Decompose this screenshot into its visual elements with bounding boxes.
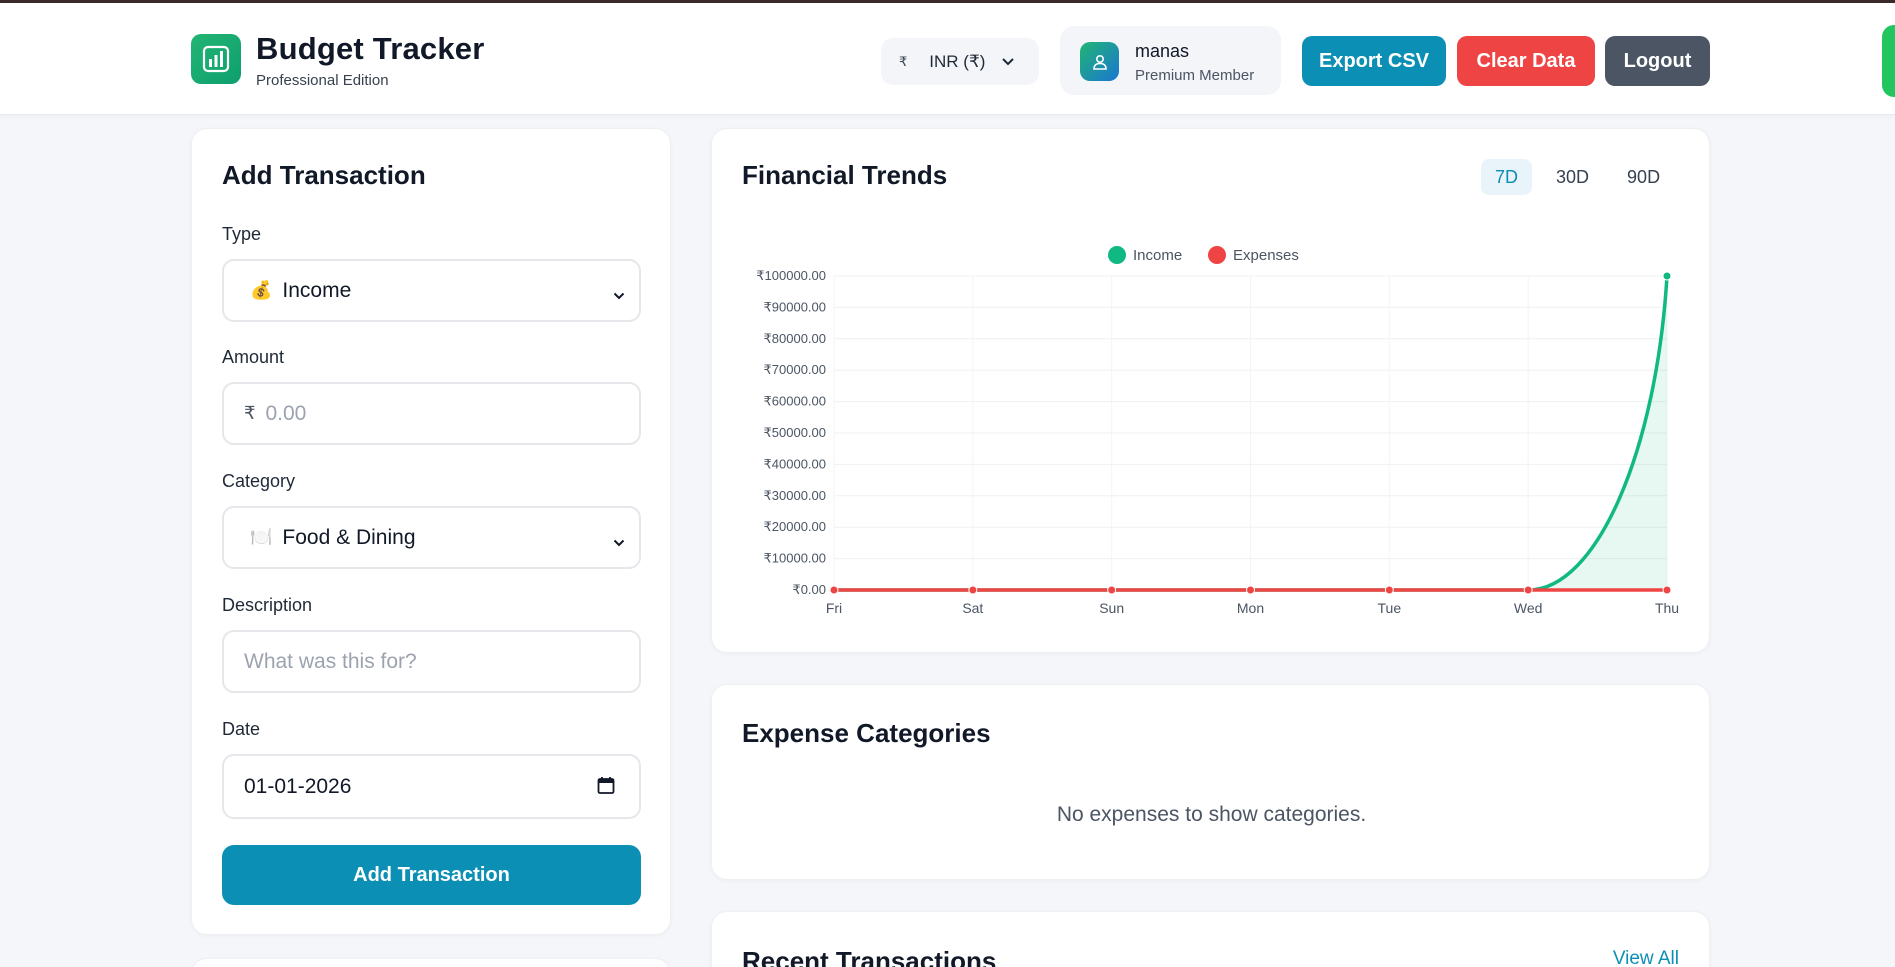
y-tick-label: ₹80000.00 — [764, 331, 827, 346]
y-tick-label: ₹70000.00 — [764, 362, 827, 377]
category-value: Food & Dining — [282, 525, 416, 549]
expenses-point — [1662, 585, 1672, 595]
legend-swatch-income — [1108, 246, 1126, 264]
export-csv-button[interactable]: Export CSV — [1302, 36, 1446, 86]
user-profile[interactable]: manas Premium Member — [1060, 26, 1281, 95]
user-role: Premium Member — [1135, 67, 1255, 84]
rupee-icon: ₹ — [244, 403, 256, 423]
dining-icon: 🍽️ — [250, 527, 273, 547]
y-tick-label: ₹0.00 — [792, 582, 826, 597]
expenses-point — [1107, 585, 1117, 595]
chevron-down-icon — [613, 283, 625, 307]
user-icon — [1080, 42, 1119, 81]
category-select[interactable]: 🍽️ Food & Dining — [222, 506, 641, 569]
y-tick-label: ₹30000.00 — [764, 488, 827, 503]
user-name: manas — [1135, 41, 1190, 61]
bar-chart-icon — [191, 34, 241, 84]
trends-title: Financial Trends — [742, 160, 948, 190]
expenses-point — [1246, 585, 1255, 595]
form-title: Add Transaction — [222, 160, 426, 190]
x-tick-label: Wed — [1514, 600, 1543, 616]
recent-transactions-card: Recent Transactions View All — [711, 911, 1710, 967]
chevron-down-icon — [613, 530, 625, 554]
view-all-link[interactable]: View All — [1612, 948, 1679, 967]
x-tick-label: Tue — [1378, 600, 1402, 616]
add-transaction-button[interactable]: Add Transaction — [222, 845, 641, 905]
y-tick-label: ₹10000.00 — [764, 551, 827, 566]
date-input[interactable]: 01-01-2026 — [222, 754, 641, 819]
y-tick-label: ₹40000.00 — [764, 456, 827, 471]
x-tick-label: Thu — [1655, 600, 1679, 616]
clear-data-button[interactable]: Clear Data — [1457, 36, 1595, 86]
y-tick-label: ₹60000.00 — [764, 394, 827, 409]
date-value: 01-01-2026 — [244, 774, 352, 798]
money-bag-icon: 💰 — [250, 280, 273, 300]
categories-title: Expense Categories — [742, 718, 991, 748]
type-label: Type — [222, 224, 262, 244]
currency-symbol: ₹ — [899, 53, 908, 69]
legend-label-expenses: Expenses — [1233, 247, 1299, 264]
floating-action-tab[interactable] — [1882, 25, 1895, 97]
type-value: Income — [282, 278, 352, 302]
secondary-panel — [191, 958, 671, 967]
x-tick-label: Sun — [1099, 600, 1124, 616]
y-tick-label: ₹50000.00 — [764, 425, 827, 440]
tab-30d[interactable]: 30D — [1556, 166, 1590, 187]
y-tick-label: ₹90000.00 — [764, 299, 827, 314]
range-tabs: 7D 30D 90D — [1481, 159, 1674, 195]
calendar-icon[interactable] — [597, 776, 615, 801]
add-transaction-card: Add Transaction Type 💰 Income Amount ₹ 0… — [191, 128, 671, 935]
type-select[interactable]: 💰 Income — [222, 259, 641, 322]
amount-label: Amount — [222, 347, 285, 367]
date-label: Date — [222, 719, 261, 739]
y-tick-label: ₹100000.00 — [756, 268, 826, 283]
expenses-point — [829, 585, 839, 595]
amount-input[interactable]: ₹ 0.00 — [222, 382, 641, 445]
recent-title: Recent Transactions — [742, 946, 997, 967]
expenses-point — [1384, 585, 1394, 595]
logout-button[interactable]: Logout — [1605, 36, 1710, 86]
x-tick-label: Sat — [962, 600, 983, 616]
expenses-point — [968, 585, 978, 595]
tab-7d[interactable]: 7D — [1481, 159, 1533, 195]
category-label: Category — [222, 471, 296, 491]
description-placeholder: What was this for? — [244, 649, 417, 673]
currency-select[interactable]: ₹ INR (₹) — [881, 38, 1039, 85]
y-tick-label: ₹20000.00 — [764, 519, 827, 534]
trend-line-chart: ₹0.00 ₹10000.00 ₹20000.00 ₹30000.00 ₹40000.0… — [756, 246, 1679, 616]
income-point — [1662, 271, 1672, 281]
expense-categories-card: Expense Categories No expenses to show c… — [711, 684, 1710, 880]
description-input[interactable]: What was this for? — [222, 630, 641, 693]
app-header: Budget Tracker Professional Edition ₹ IN… — [0, 3, 1895, 115]
amount-placeholder: 0.00 — [265, 401, 307, 425]
tab-90d[interactable]: 90D — [1627, 166, 1661, 187]
app-title: Budget Tracker — [256, 31, 485, 66]
description-label: Description — [222, 595, 313, 615]
app-subtitle: Professional Edition — [256, 72, 389, 89]
chevron-down-icon — [1001, 52, 1015, 72]
financial-trends-card: Financial Trends 7D 30D 90D ₹0.00 ₹10000.… — [711, 128, 1710, 653]
legend-swatch-expenses — [1208, 246, 1226, 264]
x-tick-label: Fri — [826, 600, 842, 616]
legend-label-income: Income — [1133, 247, 1182, 264]
expenses-point — [1523, 585, 1533, 595]
x-tick-label: Mon — [1237, 600, 1264, 616]
empty-categories-message: No expenses to show categories. — [1056, 803, 1367, 826]
currency-label: INR (₹) — [929, 51, 986, 71]
